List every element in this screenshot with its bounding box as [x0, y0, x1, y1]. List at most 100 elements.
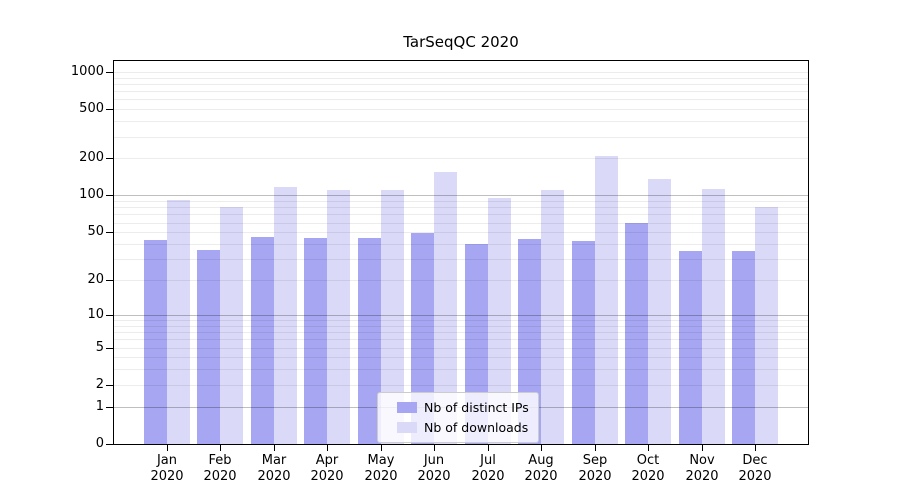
- gridline-minor-3: [114, 369, 808, 371]
- bar-downloads-may: [380, 190, 404, 444]
- y-tick-10: [106, 315, 113, 316]
- legend-swatch-downloads: [397, 421, 417, 433]
- x-tick-label-sep: Sep 2020: [578, 453, 612, 484]
- y-tick-20: [106, 280, 113, 281]
- x-tick-may: [381, 445, 382, 451]
- bar-ips-may: [357, 237, 381, 444]
- x-tick-label-may: May 2020: [364, 453, 398, 484]
- chart-title: TarSeqQC 2020: [403, 33, 519, 51]
- gridline-minor-5: [114, 347, 808, 349]
- legend-item-distinct-ips: Nb of distinct IPs: [397, 397, 529, 417]
- bar-ips-mar: [250, 236, 274, 444]
- gridline-minor-600: [114, 99, 808, 101]
- x-tick-nov: [702, 445, 703, 451]
- gridline-minor-6: [114, 339, 808, 341]
- x-tick-label-aug: Aug 2020: [524, 453, 558, 484]
- gridline-minor-90: [114, 201, 808, 203]
- x-tick-aug: [541, 445, 542, 451]
- y-tick-2: [106, 385, 113, 386]
- bar-downloads-oct: [648, 179, 671, 444]
- bar-downloads-jun: [434, 172, 457, 444]
- bar-ips-jun: [411, 233, 434, 444]
- x-tick-label-apr: Apr 2020: [310, 453, 344, 484]
- gridline-minor-20: [114, 280, 808, 282]
- gridline-minor-700: [114, 91, 808, 93]
- bar-downloads-dec: [755, 207, 778, 444]
- bar-ips-dec: [732, 251, 755, 444]
- bar-downloads-feb: [220, 207, 243, 444]
- gridline-minor-500: [114, 109, 808, 111]
- y-tick-1000: [106, 72, 113, 73]
- gridline-minor-60: [114, 222, 808, 224]
- y-tick-label-20: 20: [87, 272, 104, 287]
- y-tick-5: [106, 348, 113, 349]
- gridline-minor-30: [114, 259, 808, 261]
- bar-ips-oct: [625, 222, 648, 444]
- x-tick-dec: [755, 445, 756, 451]
- y-tick-label-2: 2: [95, 377, 104, 392]
- y-tick-label-100: 100: [79, 187, 104, 202]
- bar-downloads-jan: [166, 199, 190, 444]
- legend-label-distinct-ips: Nb of distinct IPs: [424, 399, 529, 415]
- bar-downloads-mar: [273, 186, 297, 444]
- y-tick-label-1000: 1000: [70, 64, 104, 79]
- x-tick-apr: [327, 445, 328, 451]
- x-tick-jun: [434, 445, 435, 451]
- bar-ips-jan: [143, 240, 167, 444]
- x-tick-label-jan: Jan 2020: [150, 453, 184, 484]
- gridline-minor-50: [114, 232, 808, 234]
- bar-ips-sep: [571, 241, 595, 444]
- x-tick-label-nov: Nov 2020: [685, 453, 719, 484]
- bar-downloads-aug: [541, 190, 564, 444]
- x-tick-label-oct: Oct 2020: [631, 453, 665, 484]
- bar-downloads-nov: [701, 189, 725, 444]
- gridline-minor-200: [114, 158, 808, 160]
- bar-ips-apr: [304, 237, 327, 444]
- gridline-minor-800: [114, 83, 808, 85]
- gridline-minor-2: [114, 384, 808, 386]
- gridline-major-100: [114, 195, 808, 197]
- gridline-minor-9: [114, 320, 808, 321]
- legend: Nb of distinct IPs Nb of downloads: [377, 392, 539, 443]
- legend-item-downloads: Nb of downloads: [397, 417, 529, 437]
- y-tick-0: [106, 444, 113, 445]
- gridline-minor-300: [114, 136, 808, 138]
- gridline-major-10: [114, 314, 808, 316]
- y-tick-200: [106, 158, 113, 159]
- gridline-minor-400: [114, 121, 808, 123]
- y-tick-label-500: 500: [79, 101, 104, 116]
- legend-swatch-distinct-ips: [397, 401, 417, 413]
- x-tick-label-feb: Feb 2020: [203, 453, 237, 484]
- x-tick-sep: [595, 445, 596, 451]
- legend-label-downloads: Nb of downloads: [424, 419, 529, 435]
- x-tick-label-jul: Jul 2020: [471, 453, 505, 484]
- y-tick-label-0: 0: [95, 436, 104, 451]
- gridline-minor-70: [114, 214, 808, 216]
- gridline-minor-1000: [114, 71, 808, 73]
- gridline-minor-4: [114, 357, 808, 359]
- gridline-minor-7: [114, 332, 808, 334]
- x-tick-label-mar: Mar 2020: [257, 453, 291, 484]
- x-tick-oct: [648, 445, 649, 451]
- x-tick-feb: [220, 445, 221, 451]
- y-tick-500: [106, 109, 113, 110]
- y-tick-label-10: 10: [87, 307, 104, 322]
- y-tick-label-50: 50: [87, 224, 104, 239]
- gridline-minor-900: [114, 77, 808, 79]
- y-tick-1: [106, 407, 113, 408]
- x-tick-label-dec: Dec 2020: [738, 453, 772, 484]
- gridline-minor-80: [114, 207, 808, 209]
- plot-area: [113, 60, 809, 445]
- bar-ips-nov: [678, 251, 702, 444]
- y-tick-100: [106, 195, 113, 196]
- bar-downloads-sep: [594, 155, 618, 444]
- gridline-minor-40: [114, 244, 808, 245]
- y-tick-label-5: 5: [95, 340, 104, 355]
- x-tick-label-jun: Jun 2020: [417, 453, 451, 484]
- y-tick-50: [106, 232, 113, 233]
- bar-downloads-apr: [327, 190, 350, 444]
- x-tick-mar: [274, 445, 275, 451]
- x-tick-jul: [488, 445, 489, 451]
- gridline-minor-8: [114, 325, 808, 327]
